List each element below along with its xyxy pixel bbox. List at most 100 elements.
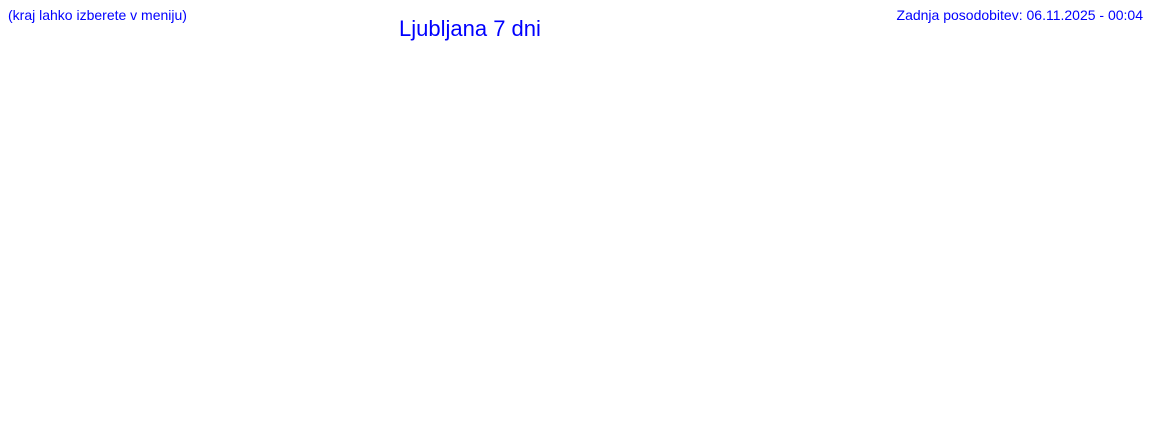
cloud-layer: [748, 300, 801, 334]
calm-wind-icon: [882, 147, 892, 157]
temp-tick-label: -3: [49, 350, 66, 370]
moon-crescent: [271, 97, 287, 125]
cloud-layer: [403, 348, 530, 359]
calm-wind-icon: [519, 147, 529, 157]
sun-ray: [355, 118, 360, 124]
daylight-band: [855, 97, 919, 359]
sun-ray: [773, 114, 779, 119]
menu-hint[interactable]: (kraj lahko izberete v meniju): [8, 7, 187, 23]
sun-cloud-icon: [337, 97, 374, 125]
day-name: sobota: [445, 54, 499, 73]
cloud-layer: [967, 205, 991, 224]
moon-fog-icon: [1059, 97, 1094, 127]
cloud-layer: [541, 347, 669, 359]
moon-crescent: [1065, 97, 1081, 125]
calm-wind-icon: [139, 147, 150, 157]
rain-drops: ″: [908, 130, 912, 141]
sun-ray: [769, 118, 774, 124]
sun-cloud-icon: [475, 97, 512, 125]
hour-tick-label: 18: [497, 362, 517, 381]
sun-ray: [1045, 98, 1051, 104]
moon-crescent: [133, 97, 149, 125]
cloud-shape: [341, 105, 374, 125]
hour-tick-label: 12: [462, 362, 482, 381]
calm-wind-icon: [1071, 147, 1082, 157]
temp-tick-label: 1: [52, 313, 63, 333]
moon-fog-icon: [265, 97, 300, 127]
calm-wind-icon: [864, 147, 875, 157]
daylight-band: [440, 97, 505, 359]
moon-crescent: [927, 97, 943, 125]
calm-wind-icon: [761, 147, 771, 157]
sun-ray: [343, 98, 348, 104]
shower-swatch: [278, 388, 325, 400]
calm-wind-icon: [640, 147, 650, 157]
cloud-icon: [439, 105, 471, 125]
credit-link[interactable]: © vreme.us & vreme.pro: [499, 390, 674, 406]
calm-wind-icon: [1089, 147, 1099, 157]
moon-crescent: [237, 97, 252, 125]
sun-cloud-icon: [993, 97, 1030, 125]
calm-wind-icon: [588, 147, 598, 157]
daylight-band: [164, 97, 228, 359]
cloud-icon: [301, 105, 333, 125]
day-name: nedelja: [581, 54, 640, 73]
sun-icon: [199, 97, 228, 125]
cloud-layer: [334, 319, 369, 327]
sun-cloud-icon: [717, 97, 754, 125]
cloud-layer: [265, 346, 340, 359]
sun-ray: [481, 98, 486, 104]
calm-wind-icon: [398, 147, 409, 157]
day-name: sreda: [1003, 54, 1047, 73]
sun-ray: [738, 103, 744, 108]
sun-ray: [911, 114, 917, 119]
cloud-shape: [514, 105, 547, 125]
hour-tick-label: 12: [324, 362, 344, 381]
cloud-layer: [322, 326, 352, 359]
day-abbr-tick: tor: [806, 362, 829, 381]
sun-ray: [1011, 98, 1016, 104]
hour-tick-label: 06: [151, 362, 171, 381]
sun-disc: [170, 102, 188, 120]
sun-ray: [911, 103, 917, 108]
sun-ray: [1029, 103, 1035, 108]
max-temp-label: 12: [1026, 229, 1048, 249]
sun-disc: [619, 102, 637, 120]
sun-ray: [856, 114, 863, 119]
sun-ray: [1014, 114, 1021, 119]
sun-ray: [477, 114, 483, 119]
cloud-height-tick-label: 9.0: [1100, 200, 1127, 220]
sun-ray: [186, 103, 192, 108]
sun-ray: [635, 114, 641, 119]
sun-ray: [220, 103, 226, 108]
cloud-shape: [439, 105, 471, 125]
cloud-height-tick-label: 1.5: [1100, 312, 1127, 332]
sun-ray: [216, 98, 222, 104]
moon-fog-icon: [403, 97, 438, 127]
daylight-band: [716, 97, 781, 359]
sun-ray: [735, 98, 740, 104]
calm-wind-icon: [1054, 147, 1065, 157]
temp-tick-label: 17: [46, 163, 68, 183]
sun-ray: [619, 98, 625, 104]
sun-ray: [205, 98, 210, 104]
sun-cloud-icon: [1028, 97, 1065, 125]
sun-ray: [493, 118, 498, 124]
calm-wind-icon: [985, 147, 996, 157]
sun-ray: [585, 98, 590, 104]
hour-tick-label: 12: [600, 362, 620, 381]
sun-disc: [481, 102, 499, 120]
cloud-shape: [301, 105, 333, 125]
sun-ray: [631, 118, 636, 124]
cloud-layer: [863, 306, 933, 334]
density-tick-label: 10: [939, 403, 957, 419]
day-date: 08.11: [449, 75, 495, 94]
wind-barb-icon: [318, 142, 335, 153]
sun-ray: [995, 103, 1001, 108]
cloud-height-tick-label: 3.5: [1100, 275, 1127, 295]
day-date: 10.11: [726, 75, 772, 94]
wind-barb-icon: [776, 135, 785, 153]
max-temp-label: 11: [473, 235, 495, 255]
min-temp-label: 4: [985, 311, 996, 331]
wind-barb-icon: [379, 151, 387, 169]
